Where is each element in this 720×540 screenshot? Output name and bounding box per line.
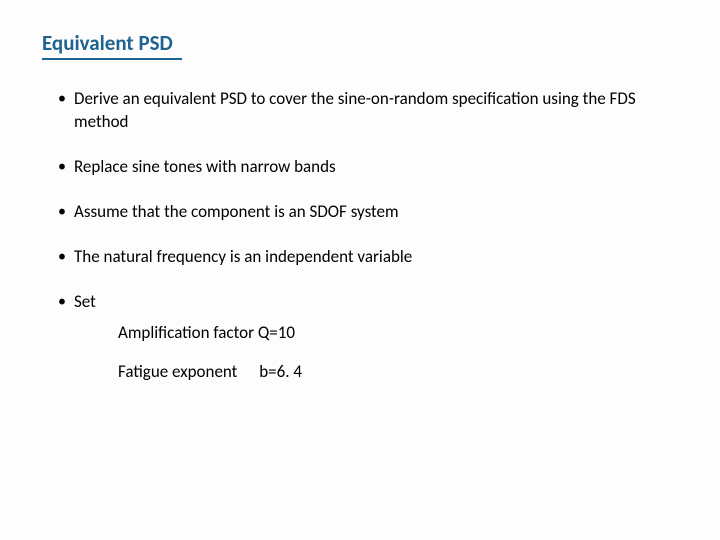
bullet-text: Assume that the component is an SDOF sys…: [74, 201, 399, 222]
bullet-text: Set: [74, 291, 96, 312]
bullet-text: Replace sine tones with narrow bands: [74, 156, 336, 177]
bullet-item: Derive an equivalent PSD to cover the si…: [58, 88, 678, 134]
bullet-item: Set Amplification factor Q=10 Fatigue ex…: [58, 291, 678, 384]
slide: Equivalent PSD Derive an equivalent PSD …: [0, 0, 720, 540]
set-sublist: Amplification factor Q=10 Fatigue expone…: [74, 322, 678, 384]
fatigue-value: b=6. 4: [259, 361, 302, 384]
fatigue-label: Fatigue exponent: [118, 361, 237, 384]
amplification-row: Amplification factor Q=10: [118, 322, 678, 345]
bullet-text: Derive an equivalent PSD to cover the si…: [74, 88, 636, 132]
fatigue-row: Fatigue exponent b=6. 4: [118, 361, 678, 384]
bullet-item: The natural frequency is an independent …: [58, 246, 678, 269]
bullet-item: Replace sine tones with narrow bands: [58, 156, 678, 179]
bullet-item: Assume that the component is an SDOF sys…: [58, 201, 678, 224]
slide-title: Equivalent PSD: [42, 30, 182, 60]
amplification-label: Amplification factor Q=10: [118, 322, 295, 345]
bullet-list: Derive an equivalent PSD to cover the si…: [42, 88, 678, 384]
bullet-text: The natural frequency is an independent …: [74, 246, 412, 267]
